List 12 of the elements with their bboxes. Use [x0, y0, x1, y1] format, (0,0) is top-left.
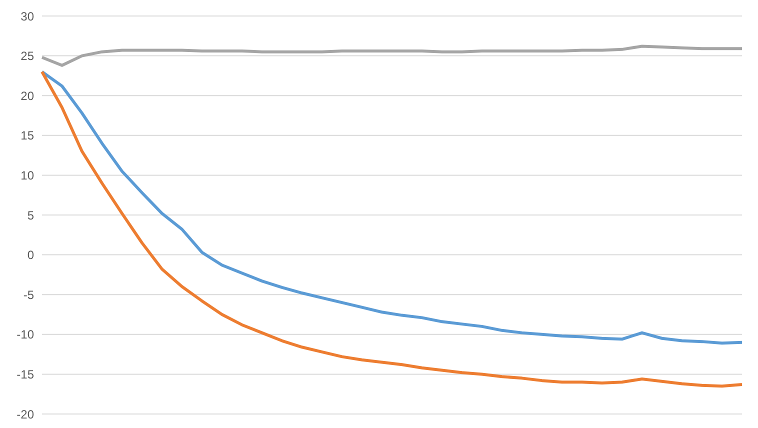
y-tick-label: -10 — [16, 328, 34, 342]
y-tick-label: 0 — [27, 248, 34, 262]
y-tick-label: -5 — [23, 288, 34, 302]
y-tick-label: 30 — [20, 9, 34, 24]
y-tick-label: 15 — [20, 128, 34, 143]
y-tick-label: 5 — [27, 208, 34, 222]
line-series — [40, 44, 744, 67]
y-tick-label: -15 — [16, 367, 34, 382]
y-tick-label: 10 — [20, 168, 34, 182]
y-tick-label: -20 — [16, 407, 34, 422]
y-tick-label: 25 — [20, 49, 34, 64]
y-tick-label: 20 — [20, 88, 34, 103]
